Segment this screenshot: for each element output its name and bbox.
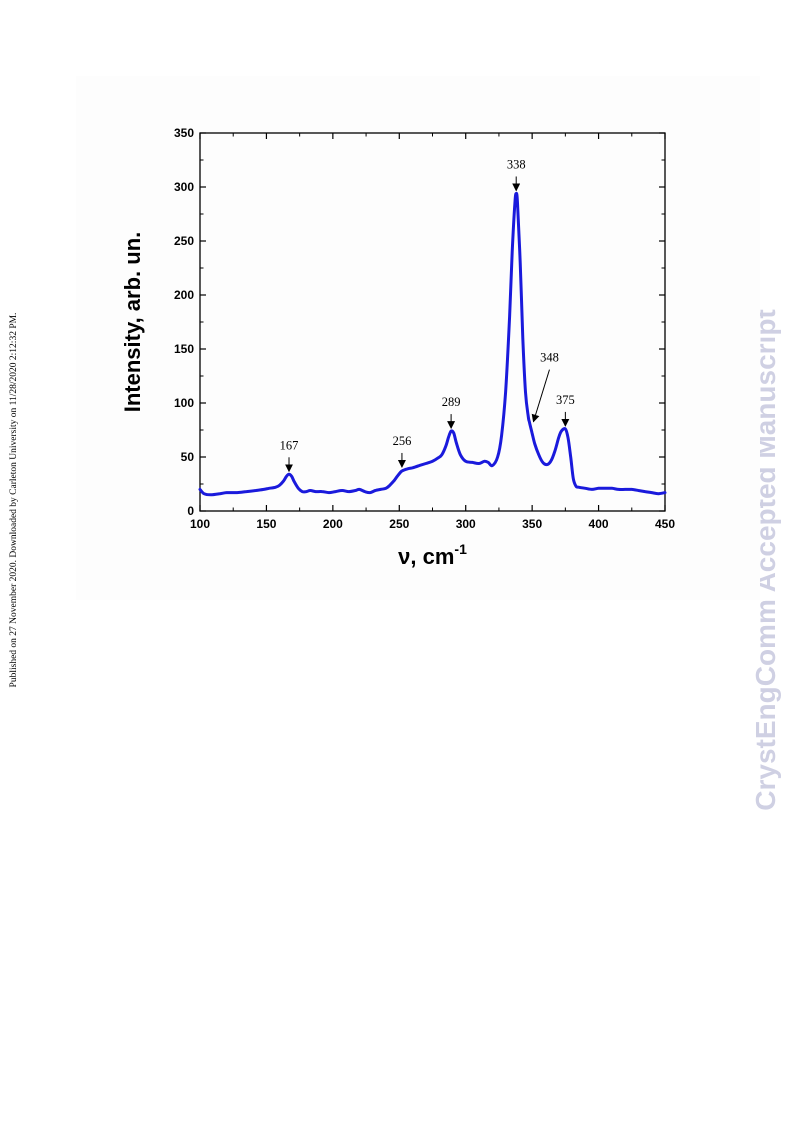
peak-annotation: 375	[556, 393, 575, 427]
x-tick-label: 100	[190, 517, 210, 531]
y-axis-label: Intensity, arb. un.	[120, 232, 145, 413]
annotation-label: 256	[393, 434, 412, 448]
annotation-label: 338	[507, 157, 526, 171]
figure-panel: 100 150 200 250 300 350 400 450 0 50 100 150 200 250 3…	[76, 76, 760, 600]
peak-annotation: 338	[507, 157, 526, 192]
y-tick-label: 0	[187, 504, 194, 518]
annotation-label: 348	[540, 351, 559, 365]
tick-labels: 100 150 200 250 300 350 400 450 0 50 100 150 200 250 3…	[174, 126, 675, 531]
x-axis-label-main: ν, cm	[398, 544, 454, 569]
plot-frame	[199, 132, 666, 512]
axis-ticks	[199, 132, 666, 512]
x-tick-label: 400	[589, 517, 609, 531]
x-tick-label: 250	[389, 517, 409, 531]
annotation-label: 375	[556, 393, 575, 407]
y-tick-label: 350	[174, 126, 194, 140]
spectrum-line	[198, 191, 667, 497]
annotation-label: 167	[280, 438, 299, 452]
x-tick-label: 350	[522, 517, 542, 531]
x-tick-label: 300	[456, 517, 476, 531]
annotation-label: 289	[442, 395, 461, 409]
annotation-arrow	[531, 369, 550, 423]
x-tick-label: 150	[256, 517, 276, 531]
x-tick-label: 200	[323, 517, 343, 531]
y-tick-label: 250	[174, 234, 194, 248]
publication-note: Published on 27 November 2020. Downloade…	[9, 312, 19, 688]
raman-spectrum-chart: 100 150 200 250 300 350 400 450 0 50 100 150 200 250 3…	[120, 126, 675, 569]
y-tick-label: 100	[174, 396, 194, 410]
y-tick-label: 200	[174, 288, 194, 302]
peak-annotation: 348	[531, 351, 559, 423]
x-axis-label-superscript: -1	[454, 541, 467, 557]
peak-annotations: 167 256 289 338 348 375	[280, 157, 575, 473]
x-axis-label: ν, cm-1	[398, 541, 467, 569]
peak-annotation: 256	[393, 434, 412, 468]
y-tick-label: 300	[174, 180, 194, 194]
x-tick-label: 450	[655, 517, 675, 531]
peak-annotation: 167	[280, 438, 299, 473]
y-tick-label: 150	[174, 342, 194, 356]
peak-annotation: 289	[442, 395, 461, 430]
y-tick-label: 50	[181, 450, 195, 464]
